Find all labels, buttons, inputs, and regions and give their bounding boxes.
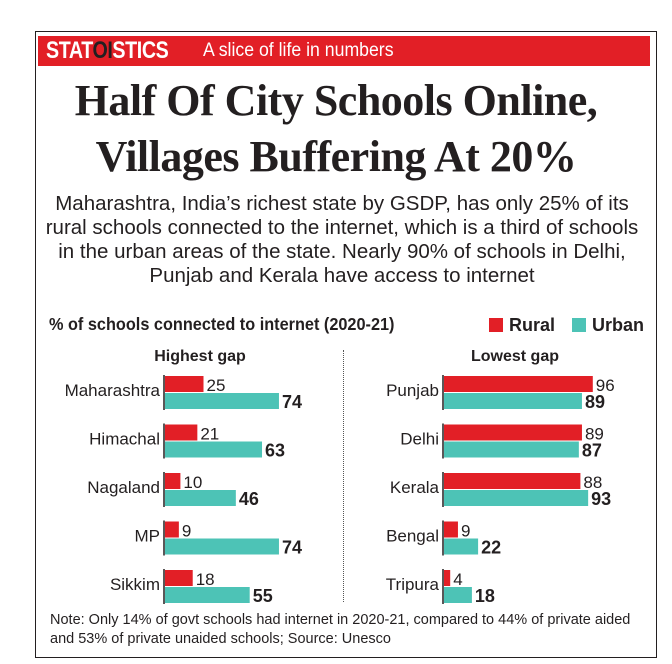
legend-label-urban: Urban: [592, 315, 645, 335]
rural-bar: [165, 376, 204, 392]
banner-tagline: A slice of life in numbers: [203, 40, 394, 61]
rural-bar: [165, 570, 193, 586]
graphic-frame: [35, 31, 657, 658]
category-label: Sikkim: [110, 575, 160, 594]
category-label: Himachal: [89, 430, 160, 449]
rural-bar: [444, 473, 581, 489]
category-label: Nagaland: [87, 478, 160, 497]
category-label: Punjab: [386, 381, 439, 400]
rural-bar: [165, 473, 181, 489]
rural-value-label: 18: [196, 570, 215, 589]
panel-title: Lowest gap: [471, 348, 559, 365]
footnote: Note: Only 14% of govt schools had inter…: [50, 612, 631, 647]
urban-value-label: 87: [582, 441, 602, 461]
category-label: Delhi: [400, 430, 439, 449]
urban-bar: [165, 393, 279, 409]
brand-text-pre: STAT: [46, 37, 93, 64]
urban-value-label: 93: [591, 489, 611, 509]
category-label: Maharashtra: [65, 381, 161, 400]
rural-value-label: 4: [453, 570, 462, 589]
rural-value-label: 96: [596, 376, 615, 395]
legend-swatch-urban: [572, 318, 586, 332]
rural-bar: [165, 424, 198, 441]
category-label: Kerala: [390, 478, 440, 497]
rural-value-label: 10: [183, 473, 202, 492]
chart-title: % of schools connected to internet (2020…: [49, 314, 395, 334]
rural-value-label: 89: [585, 425, 604, 444]
brand-logo: STATOISTICS: [46, 37, 169, 65]
urban-bar: [444, 393, 582, 409]
rural-bar: [444, 424, 582, 441]
rural-value-label: 25: [207, 376, 226, 395]
chart-header: % of schools connected to internet (2020…: [49, 312, 653, 338]
rural-bar: [444, 570, 451, 586]
legend-item-urban: Urban: [572, 315, 644, 335]
urban-value-label: 89: [585, 392, 605, 412]
urban-bar: [444, 538, 479, 555]
headline-line-2: Villages Buffering At 20%: [95, 132, 577, 181]
subtitle: Maharashtra, India’s richest state by GS…: [45, 192, 639, 287]
legend-label-rural: Rural: [509, 315, 556, 335]
urban-value-label: 55: [253, 586, 273, 606]
category-label: Bengal: [386, 527, 439, 546]
rural-value-label: 88: [583, 473, 602, 492]
brand-text-mid: OI: [92, 37, 113, 64]
rural-bar: [165, 521, 179, 538]
urban-value-label: 18: [475, 586, 495, 606]
urban-bar: [165, 587, 250, 603]
rural-value-label: 9: [182, 522, 191, 541]
urban-value-label: 63: [265, 441, 285, 461]
urban-bar: [165, 490, 236, 506]
rural-bar: [444, 521, 458, 538]
urban-value-label: 74: [282, 392, 302, 412]
legend-swatch-rural: [489, 318, 503, 332]
urban-value-label: 46: [239, 489, 259, 509]
brand-text-post: STICS: [112, 37, 169, 64]
urban-bar: [444, 441, 579, 458]
panel-title: Highest gap: [154, 348, 246, 365]
legend-item-rural: Rural: [489, 315, 555, 335]
rural-value-label: 9: [461, 522, 470, 541]
urban-value-label: 74: [282, 538, 302, 558]
banner: STATOISTICS A slice of life in numbers: [38, 36, 650, 66]
rural-value-label: 21: [200, 425, 219, 444]
urban-bar: [165, 441, 263, 458]
urban-bar: [165, 538, 279, 555]
urban-bar: [444, 490, 589, 506]
category-label: Tripura: [386, 575, 440, 594]
rural-bar: [444, 376, 593, 392]
category-label: MP: [135, 527, 161, 546]
panel-divider: [343, 350, 344, 602]
headline-line-1: Half Of City Schools Online,: [74, 76, 598, 125]
urban-bar: [444, 587, 472, 603]
urban-value-label: 22: [481, 538, 501, 558]
